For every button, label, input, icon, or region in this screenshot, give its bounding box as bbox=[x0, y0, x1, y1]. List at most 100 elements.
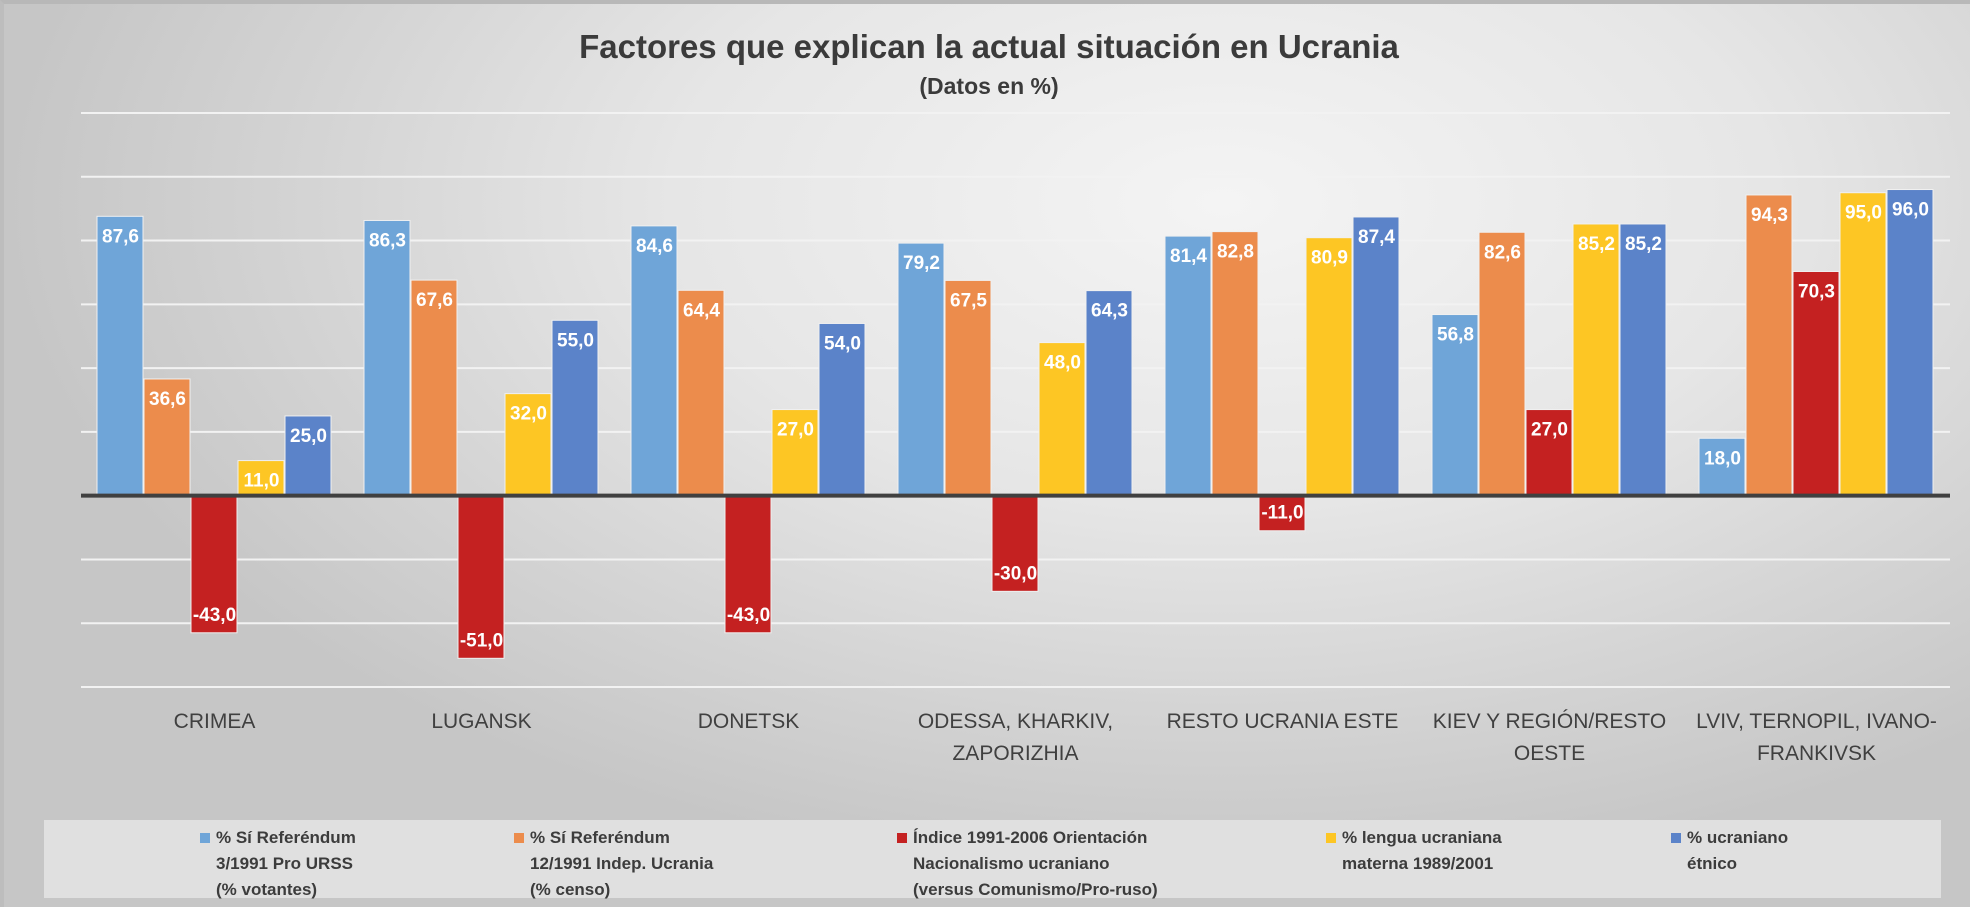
data-label: 80,9 bbox=[1311, 248, 1348, 269]
data-label: 84,6 bbox=[636, 236, 673, 257]
category-label: ZAPORIZHIA bbox=[952, 742, 1078, 765]
legend-label-line: % ucraniano bbox=[1687, 828, 1789, 847]
bar bbox=[1258, 495, 1306, 532]
data-label: 85,2 bbox=[1578, 234, 1615, 255]
legend-label-line: materna 1989/2001 bbox=[1342, 854, 1494, 873]
bar bbox=[1352, 216, 1400, 497]
data-label: 54,0 bbox=[824, 333, 861, 354]
legend-swatch bbox=[200, 833, 210, 843]
category-label: CRIMEA bbox=[174, 710, 256, 733]
data-label: -11,0 bbox=[1261, 503, 1303, 524]
data-label: 87,4 bbox=[1358, 227, 1395, 248]
legend-label-line: 12/1991 Indep. Ucrania bbox=[530, 854, 714, 873]
legend-label: % Sí Referéndum 12/1991 Indep. Ucrania (% … bbox=[530, 825, 713, 903]
data-label: 32,0 bbox=[510, 404, 547, 425]
data-label: 82,6 bbox=[1484, 242, 1521, 263]
data-label: 81,4 bbox=[1170, 246, 1207, 267]
legend-label: Índice 1991-2006 Orientación Nacionalismo… bbox=[913, 825, 1158, 903]
legend-label-line: (% censo) bbox=[530, 880, 611, 899]
bar bbox=[457, 495, 505, 659]
data-label: 36,6 bbox=[149, 389, 186, 410]
legend-label-line: 3/1991 Pro URSS bbox=[216, 854, 354, 873]
bar bbox=[551, 319, 599, 497]
bar bbox=[1572, 223, 1620, 497]
chart-title: Factores que explican la actual situació… bbox=[579, 28, 1399, 65]
bar bbox=[504, 393, 552, 497]
bar bbox=[991, 495, 1039, 592]
bar bbox=[1839, 192, 1887, 497]
data-label: -51,0 bbox=[460, 630, 503, 651]
data-labels: 87,6 86,3 84,6 79,2 81,4 56,8 18,0 36,6 67,6 64,4… bbox=[102, 200, 1929, 652]
legend-label: % ucraniano étnico bbox=[1687, 825, 1788, 877]
legend-label-line: Índice 1991-2006 Orientación bbox=[913, 828, 1148, 847]
legend-label-line: (versus Comunismo/Pro-ruso) bbox=[913, 880, 1158, 899]
legend-swatch bbox=[514, 833, 524, 843]
data-label: 27,0 bbox=[777, 420, 814, 441]
bar bbox=[1792, 270, 1840, 497]
legend-swatch bbox=[1326, 833, 1336, 843]
bar bbox=[190, 495, 238, 634]
bar bbox=[1745, 194, 1793, 497]
bar bbox=[96, 215, 144, 497]
bar bbox=[1525, 409, 1573, 497]
data-label: 86,3 bbox=[369, 230, 406, 251]
data-label: 11,0 bbox=[244, 471, 280, 492]
legend-label-line: % lengua ucraniana bbox=[1342, 828, 1502, 847]
legend-label-line: (% votantes) bbox=[216, 880, 318, 899]
legend-swatch bbox=[1671, 833, 1681, 843]
category-labels: CRIMEA LUGANSK DONETSK ODESSA, KHARKIV, ZAPO… bbox=[174, 710, 1937, 765]
bar bbox=[1478, 231, 1526, 497]
data-label: -43,0 bbox=[193, 605, 236, 626]
bar bbox=[1619, 223, 1667, 497]
legend-label: % Sí Referéndum 3/1991 Pro URSS (% votante… bbox=[216, 825, 356, 903]
bars bbox=[96, 189, 1934, 659]
category-label: LVIV, TERNOPIL, IVANO- bbox=[1696, 710, 1937, 733]
data-label: 27,0 bbox=[1531, 420, 1568, 441]
data-label: 67,5 bbox=[950, 290, 987, 311]
bar bbox=[1085, 290, 1133, 497]
bar bbox=[410, 279, 458, 497]
gridlines bbox=[81, 112, 1950, 688]
legend: % Sí Referéndum 3/1991 Pro URSS (% votante… bbox=[44, 820, 1941, 899]
data-label: 18,0 bbox=[1704, 448, 1741, 469]
data-label: 87,6 bbox=[102, 226, 139, 247]
data-label: 55,0 bbox=[557, 330, 594, 351]
data-label: 64,3 bbox=[1091, 301, 1128, 322]
data-label: 94,3 bbox=[1751, 205, 1788, 226]
data-label: 79,2 bbox=[903, 253, 940, 274]
bar bbox=[897, 242, 945, 497]
category-label: DONETSK bbox=[698, 710, 800, 733]
legend-label-line: Nacionalismo ucraniano bbox=[913, 854, 1110, 873]
data-label: 25,0 bbox=[290, 426, 327, 447]
bar bbox=[1038, 342, 1086, 497]
legend-label-line: étnico bbox=[1687, 854, 1738, 873]
bar bbox=[284, 415, 332, 497]
data-label: 82,8 bbox=[1217, 242, 1254, 263]
bar bbox=[944, 279, 992, 497]
legend-label-line: % Sí Referéndum bbox=[216, 828, 356, 847]
category-label: RESTO UCRANIA ESTE bbox=[1167, 710, 1399, 733]
data-label: 67,6 bbox=[416, 290, 453, 311]
chart-subtitle: (Datos en %) bbox=[919, 73, 1058, 99]
data-label: 48,0 bbox=[1044, 353, 1081, 374]
data-label: 96,0 bbox=[1892, 200, 1929, 221]
bar bbox=[1305, 237, 1353, 497]
category-label: ODESSA, KHARKIV, bbox=[918, 710, 1113, 733]
bar bbox=[1431, 314, 1479, 497]
data-label: 70,3 bbox=[1798, 281, 1835, 302]
category-label: KIEV Y REGIÓN/RESTO bbox=[1433, 710, 1666, 733]
bar-chart: Factores que explican la actual situació… bbox=[81, 28, 1950, 765]
category-label: LUGANSK bbox=[431, 710, 531, 733]
bar bbox=[363, 219, 411, 497]
category-label: OESTE bbox=[1514, 742, 1585, 765]
bar bbox=[1164, 235, 1212, 497]
data-label: 56,8 bbox=[1437, 325, 1474, 346]
data-label: -30,0 bbox=[994, 563, 1037, 584]
legend-label-line: % Sí Referéndum bbox=[530, 828, 670, 847]
bar bbox=[1211, 231, 1259, 497]
category-label: FRANKIVSK bbox=[1757, 742, 1876, 765]
data-label: -43,0 bbox=[727, 605, 770, 626]
data-label: 85,2 bbox=[1625, 234, 1662, 255]
data-label: 64,4 bbox=[683, 300, 720, 321]
bar bbox=[771, 409, 819, 497]
